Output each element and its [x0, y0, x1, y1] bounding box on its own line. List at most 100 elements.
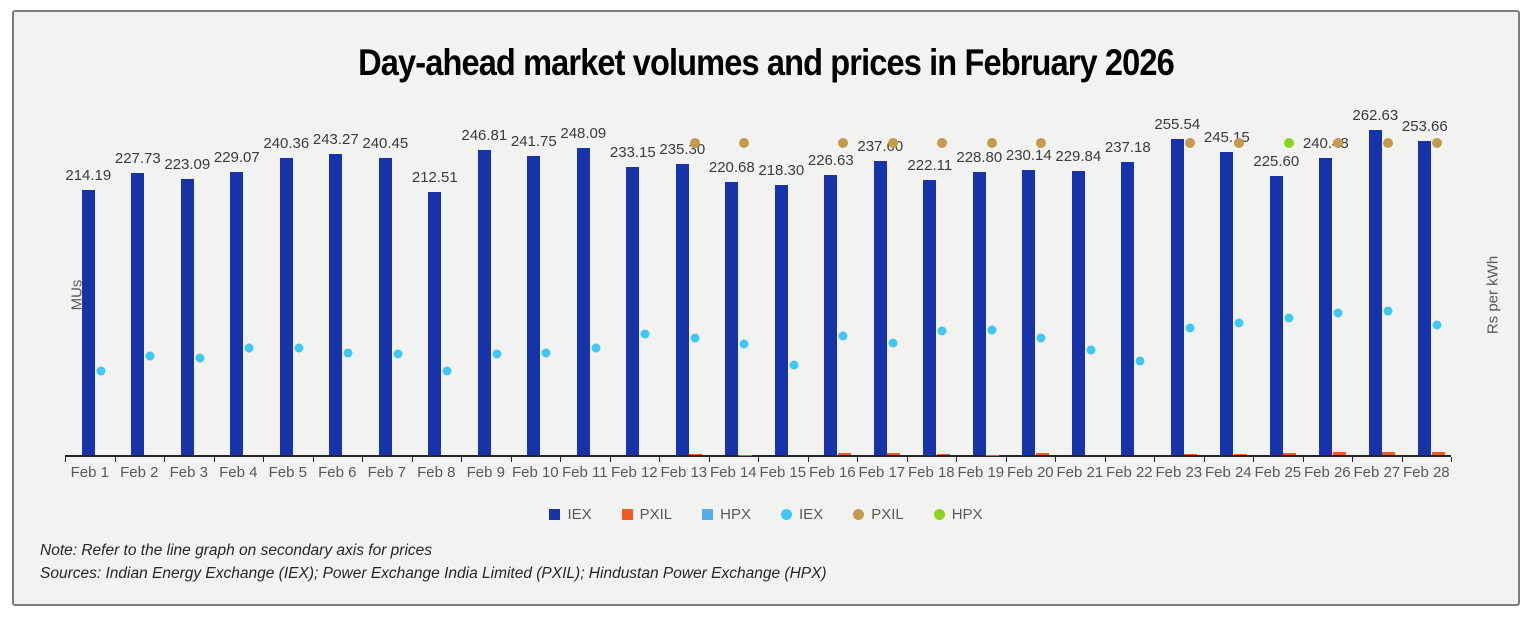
- iex-volume-bar: [1220, 151, 1234, 455]
- iex-volume-bar: [1121, 161, 1135, 455]
- iex-price-marker: [987, 325, 997, 335]
- legend-square-swatch: [621, 509, 633, 520]
- x-axis-tick: [65, 457, 66, 462]
- bar-value-label: 237.18: [1104, 138, 1151, 156]
- iex-price-marker: [838, 331, 848, 341]
- pxil-volume-bar: [1283, 453, 1297, 455]
- x-axis-tick: [263, 457, 264, 462]
- iex-volume-bar: [1269, 175, 1283, 455]
- x-tick-label: Feb 22: [1105, 464, 1153, 481]
- iex-price-marker: [1135, 356, 1145, 366]
- iex-price-marker: [1432, 320, 1442, 330]
- x-axis-tick: [956, 457, 957, 462]
- pxil-volume-bar: [887, 453, 901, 455]
- x-axis-tick: [1352, 457, 1353, 462]
- iex-price-marker: [888, 338, 898, 348]
- iex-volume-bar: [1319, 157, 1333, 455]
- x-tick-label: Feb 8: [417, 464, 456, 481]
- iex-price-marker: [294, 343, 304, 353]
- pxil-volume-bar: [837, 453, 851, 455]
- bar-value-label: 229.84: [1055, 147, 1102, 165]
- iex-price-marker: [640, 329, 650, 339]
- x-axis-tick: [1302, 457, 1304, 462]
- x-axis-tick: [1451, 457, 1452, 462]
- x-axis-tick: [708, 457, 710, 462]
- legend-item-hpx-circle: HPX: [933, 506, 983, 523]
- bar-value-label: 227.73: [114, 150, 161, 168]
- x-tick-label: Feb 19: [957, 464, 1005, 481]
- iex-volume-bar: [1170, 138, 1184, 455]
- iex-price-marker: [1036, 333, 1046, 343]
- bar-value-label: 214.19: [65, 167, 112, 185]
- legend-square-swatch: [549, 509, 561, 520]
- iex-volume-bar: [527, 156, 541, 455]
- pxil-price-marker: [739, 137, 750, 148]
- x-tick-label: Feb 14: [709, 464, 757, 481]
- iex-price-marker: [492, 349, 502, 359]
- pxil-price-marker: [1333, 137, 1344, 148]
- pxil-price-marker: [838, 137, 849, 148]
- x-axis-tick: [1253, 457, 1254, 462]
- x-axis-tick: [1203, 457, 1205, 462]
- x-tick-label: Feb 24: [1204, 464, 1252, 481]
- x-axis-tick: [362, 457, 363, 462]
- iex-volume-bar: [378, 157, 392, 455]
- legend-item-hpx-square: HPX: [702, 506, 751, 523]
- pxil-volume-bar: [1184, 453, 1198, 455]
- pxil-volume-bar: [936, 454, 950, 455]
- iex-volume-bar: [725, 182, 739, 455]
- iex-price-marker: [195, 353, 205, 363]
- pxil-price-marker: [1234, 137, 1245, 148]
- legend-item-iex-circle: IEX: [781, 506, 823, 523]
- iex-volume-bar: [81, 190, 95, 455]
- iex-price-marker: [145, 351, 155, 361]
- x-tick-label: Feb 12: [610, 464, 658, 481]
- x-axis-tick: [213, 457, 215, 462]
- pxil-price-marker: [689, 137, 700, 148]
- x-axis-tick: [510, 457, 512, 462]
- x-axis-tick: [411, 457, 413, 462]
- x-tick-label: Feb 11: [562, 464, 608, 481]
- bar-value-label: 220.68: [708, 159, 755, 176]
- x-axis-tick: [1154, 457, 1155, 462]
- bar-value-label: 226.63: [807, 151, 854, 169]
- bar-value-label: 255.54: [1154, 115, 1201, 133]
- iex-volume-bar: [1418, 141, 1432, 455]
- x-tick-label: Feb 4: [219, 464, 258, 481]
- pxil-price-marker: [887, 137, 898, 148]
- x-tick-label: Feb 27: [1353, 464, 1401, 481]
- x-axis-tick: [906, 457, 908, 462]
- pxil-volume-bar: [1035, 453, 1049, 455]
- bar-value-label: 228.80: [956, 149, 1003, 166]
- footnotes: Note: Refer to the line graph on seconda…: [40, 539, 827, 585]
- x-tick-label: Feb 26: [1303, 464, 1351, 481]
- x-tick-label: Feb 7: [367, 464, 406, 481]
- iex-volume-bar: [923, 180, 937, 455]
- iex-volume-bar: [576, 148, 590, 455]
- x-tick-label: Feb 15: [759, 464, 807, 481]
- iex-volume-bar: [675, 163, 689, 455]
- iex-price-marker: [244, 343, 254, 353]
- iex-volume-bar: [477, 149, 491, 455]
- chart-note: Note: Refer to the line graph on seconda…: [40, 542, 433, 559]
- iex-price-marker: [591, 343, 601, 353]
- pxil-volume-bar: [1233, 454, 1247, 455]
- x-tick-label: Feb 23: [1155, 464, 1203, 481]
- iex-price-marker: [541, 348, 551, 358]
- hpx-price-marker: [1283, 137, 1294, 148]
- pxil-volume-bar: [1431, 452, 1445, 455]
- x-tick-label: Feb 20: [1006, 464, 1054, 481]
- pxil-volume-bar: [689, 454, 703, 455]
- legend-item-pxil-square: PXIL: [621, 506, 672, 523]
- pxil-price-marker: [937, 137, 948, 148]
- bar-value-label: 230.14: [1005, 147, 1052, 165]
- x-tick-label: Feb 25: [1254, 464, 1302, 481]
- iex-volume-bar: [1368, 130, 1382, 455]
- iex-volume-bar: [1071, 170, 1085, 455]
- x-tick-label: Feb 10: [511, 464, 559, 481]
- x-tick-label: Feb 17: [858, 464, 906, 481]
- legend-item-iex-square: IEX: [549, 506, 592, 523]
- iex-volume-bar: [626, 166, 640, 455]
- chart-sources: Sources: Indian Energy Exchange (IEX); P…: [40, 565, 827, 582]
- bar-value-label: 253.66: [1401, 118, 1448, 136]
